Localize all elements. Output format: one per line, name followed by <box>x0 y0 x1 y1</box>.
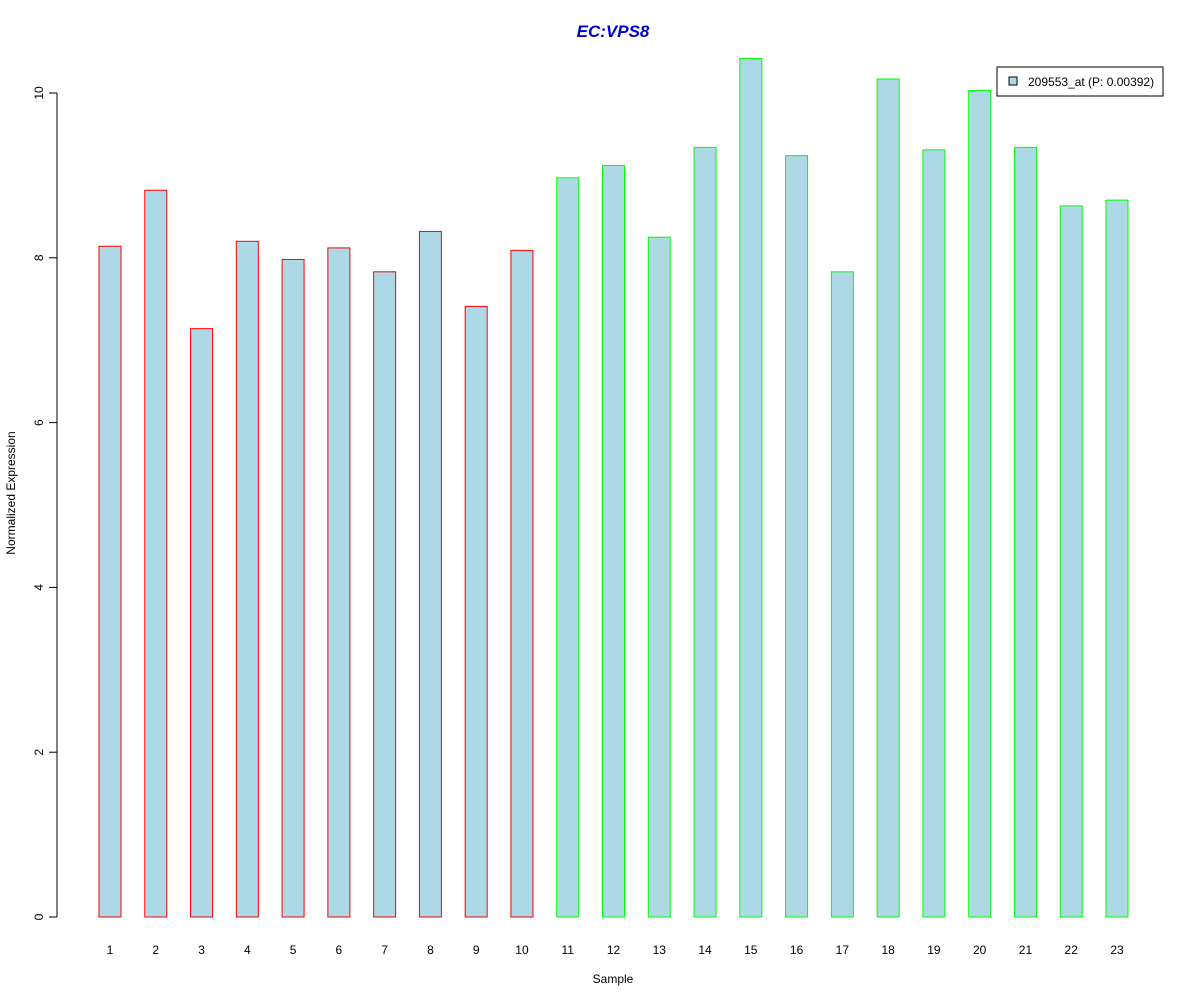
bar-sample-23 <box>1105 199 1129 918</box>
bar-sample-9 <box>464 305 488 918</box>
y-tick-label: 6 <box>32 419 46 426</box>
x-tick-label: 17 <box>836 943 850 957</box>
x-tick-label: 21 <box>1019 943 1033 957</box>
bar-sample-15 <box>739 57 763 918</box>
bar-sample-8 <box>418 230 442 918</box>
bar-sample-12 <box>602 165 625 918</box>
y-tick-label: 2 <box>32 749 46 756</box>
x-tick-label: 1 <box>107 943 114 957</box>
chart-title: EC:VPS8 <box>577 22 650 41</box>
x-tick-label: 10 <box>515 943 529 957</box>
bar-sample-16 <box>785 155 809 918</box>
bar-sample-11 <box>556 177 580 918</box>
bar-sample-7 <box>373 271 397 918</box>
bar-sample-20 <box>968 90 992 918</box>
x-tick-label: 5 <box>290 943 297 957</box>
legend-label: 209553_at (P: 0.00392) <box>1028 75 1154 89</box>
bar-sample-18 <box>876 78 900 918</box>
x-tick-labels: 1 2 3 4 5 6 7 8 9 10 11 12 13 14 15 16 17 18 19 20 21 22 23 <box>107 943 1124 957</box>
legend-box <box>996 66 1164 97</box>
x-tick-label: 15 <box>744 943 758 957</box>
x-tick-label: 23 <box>1110 943 1124 957</box>
bar-sample-19 <box>922 149 946 918</box>
y-axis-label: Normalized Expression <box>4 431 18 554</box>
bar-sample-3 <box>190 328 214 918</box>
x-tick-label: 9 <box>473 943 480 957</box>
x-tick-label: 18 <box>881 943 895 957</box>
bar-sample-22 <box>1059 205 1083 918</box>
legend: 209553_at (P: 0.00392) <box>996 66 1164 97</box>
x-tick-label: 22 <box>1065 943 1079 957</box>
y-tick-label: 4 <box>32 584 46 591</box>
x-tick-label: 3 <box>198 943 205 957</box>
bar-sample-10 <box>510 249 534 918</box>
x-axis-label: Sample <box>593 972 634 986</box>
x-tick-label: 11 <box>561 943 574 957</box>
bar-sample-6 <box>327 247 351 918</box>
x-tick-label: 8 <box>427 943 434 957</box>
y-tick-label: 8 <box>32 254 46 261</box>
bar-sample-1 <box>98 245 122 918</box>
x-tick-label: 12 <box>607 943 621 957</box>
y-tick-label: 10 <box>32 86 46 100</box>
legend-swatch <box>1008 76 1018 86</box>
y-tick-label: 0 <box>32 913 46 920</box>
x-tick-label: 16 <box>790 943 804 957</box>
bar-sample-13 <box>647 236 671 918</box>
bar-sample-5 <box>281 258 305 918</box>
x-tick-label: 14 <box>698 943 712 957</box>
bar-sample-21 <box>1013 146 1037 918</box>
bar-sample-2 <box>144 189 168 918</box>
bar-sample-14 <box>693 146 717 918</box>
x-tick-label: 19 <box>927 943 941 957</box>
x-tick-label: 6 <box>336 943 343 957</box>
y-axis: 0 2 4 6 8 10 <box>32 86 58 920</box>
x-tick-label: 2 <box>152 943 159 957</box>
x-tick-label: 20 <box>973 943 987 957</box>
bar-sample-4 <box>235 240 259 918</box>
bar-sample-17 <box>830 271 854 918</box>
x-tick-label: 4 <box>244 943 251 957</box>
x-tick-label: 7 <box>381 943 388 957</box>
x-tick-label: 13 <box>653 943 667 957</box>
bars <box>98 57 1129 918</box>
